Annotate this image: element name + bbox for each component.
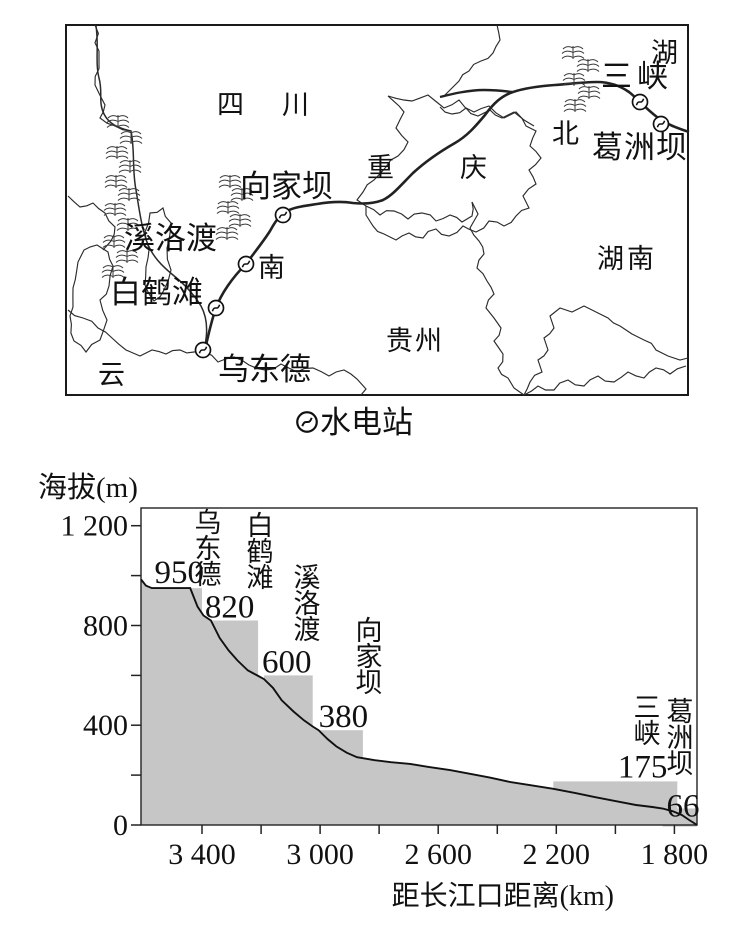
- mountain-icon: [563, 98, 587, 113]
- riverbed-line: [140, 578, 698, 826]
- jinsha-river-upper: [95, 25, 208, 346]
- hydropower-station-icon: [274, 206, 292, 224]
- label-gezhouba: 葛洲坝: [592, 130, 688, 165]
- label-yunnan-yun: 云: [98, 360, 125, 390]
- yangtze-map: 四川 重庆 湖 北 湖南 贵州 云 南 向家坝 溪洛渡 白鹤滩 乌东德 三峡 葛…: [65, 24, 690, 440]
- label-chongqing: 重庆: [367, 153, 553, 183]
- station-name-label: 白鹤滩: [247, 511, 274, 593]
- station-elevation-label: 380: [319, 699, 369, 735]
- label-baihetan: 白鹤滩: [110, 275, 203, 310]
- label-xiangjiaba: 向家坝: [240, 169, 333, 204]
- axis-ticks: 3 400 3 000 2 600 2 200 1 800 0 400 800 1 200: [61, 510, 709, 871]
- station-name-label: 三峡: [634, 693, 661, 749]
- station-name-label: 葛洲坝: [667, 697, 694, 779]
- reservoir-steps: [151, 588, 697, 827]
- reservoir-step: [210, 620, 259, 678]
- boundary-line: [439, 106, 535, 127]
- y-axis-title: 海拔(m): [38, 471, 138, 504]
- terrain-fill: [141, 579, 698, 825]
- mountain-icon: [576, 58, 600, 73]
- map-legend: 水电站: [296, 405, 413, 440]
- label-yunnan-nan: 南: [258, 253, 285, 283]
- terrain-area: [141, 579, 698, 825]
- station-elevation-label: 950: [155, 555, 205, 591]
- boundary-line: [442, 24, 501, 98]
- mountain-icon: [119, 130, 143, 145]
- boundary-line: [469, 201, 525, 396]
- label-hubei-hu: 湖: [651, 38, 678, 68]
- mountain-icon: [561, 45, 585, 60]
- label-hunan: 湖南: [597, 244, 657, 274]
- boundary-line: [69, 244, 114, 353]
- mountain-icon: [577, 85, 601, 100]
- boundary-line: [202, 351, 367, 396]
- mountain-icon: [228, 213, 252, 228]
- y-tick-label: 0: [113, 809, 128, 842]
- boundary-line: [356, 95, 409, 207]
- y-tick-label: 400: [83, 709, 128, 742]
- label-guizhou: 贵州: [386, 326, 444, 356]
- x-tick-label: 2 600: [404, 838, 472, 871]
- plot-border: [140, 507, 698, 826]
- hydropower-station-icon: [296, 411, 318, 433]
- label-hubei-bei: 北: [552, 119, 579, 149]
- hydropower-station-icon: [237, 255, 255, 273]
- hydropower-station-icon: [194, 341, 212, 359]
- label-wudongde: 乌东德: [218, 352, 311, 387]
- boundary-line: [67, 309, 204, 357]
- mountain-icon: [105, 145, 129, 160]
- label-sanxia: 三峡: [601, 59, 673, 94]
- reservoir-step: [662, 808, 697, 827]
- x-tick-label: 3 000: [286, 838, 354, 871]
- hydropower-station-icon: [207, 299, 225, 317]
- legend-label: 水电站: [320, 405, 413, 440]
- station-name-label: 溪洛渡: [294, 563, 321, 645]
- label-xiluodu: 溪洛渡: [124, 221, 217, 256]
- station-name-label: 乌东德: [195, 508, 222, 590]
- reservoir-step: [553, 781, 678, 816]
- station-elevation-label: 600: [262, 644, 312, 680]
- boundary-line: [523, 365, 687, 396]
- riverbed-curve: [140, 578, 698, 826]
- province-boundaries: [67, 24, 689, 396]
- mountain-icon: [118, 159, 142, 174]
- station-name-label: 向家坝: [356, 616, 383, 698]
- jialing-river: [439, 88, 513, 99]
- mountain-icon: [104, 174, 128, 189]
- x-tick-label: 1 800: [641, 838, 709, 871]
- reservoir-step: [151, 588, 202, 616]
- mountain-icon: [103, 202, 127, 217]
- boundary-line: [365, 201, 474, 223]
- boundary-line: [523, 305, 689, 396]
- y-tick-label: 800: [83, 610, 128, 643]
- station-elevation-label: 175: [618, 749, 668, 785]
- hydropower-station-icon: [631, 93, 649, 111]
- elevation-profile-chart: 海拔(m) 3 400 3 000 2 600 2 200 1 800 0 400 800 1 …: [38, 471, 709, 912]
- mountain-icon: [218, 174, 242, 189]
- map-border: [65, 24, 689, 396]
- label-sichuan: 四川: [217, 90, 347, 120]
- station-elevation-label: 66: [667, 789, 700, 825]
- mountain-icon: [216, 200, 240, 215]
- station-elevation-label: 820: [205, 590, 255, 626]
- x-tick-label: 2 200: [523, 838, 591, 871]
- y-tick-label: 1 200: [61, 510, 129, 543]
- boundary-line: [365, 94, 542, 241]
- reservoir-step: [318, 730, 363, 761]
- x-axis-title: 距长江口距离(km): [392, 880, 614, 912]
- yangtze-river: [203, 80, 690, 351]
- mountain-icon: [215, 226, 239, 241]
- x-tick-label: 3 400: [168, 838, 236, 871]
